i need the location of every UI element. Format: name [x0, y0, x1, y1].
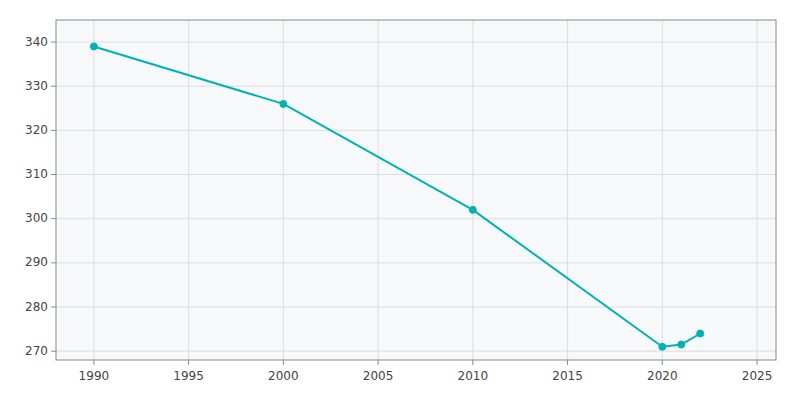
- chart-container: 270 280 290 300 310 320 330 340 1990 1995 2000 2005…: [0, 0, 800, 400]
- grid-line-x: [93, 20, 94, 360]
- tick-mark-x: [188, 360, 189, 365]
- point-marker: [280, 100, 287, 107]
- axes: 270 280 290 300 310 320 330 340 1990 1995 2000 2005…: [25, 20, 776, 383]
- grid-line-y: [56, 262, 776, 263]
- tick-label-x: 2020: [647, 369, 678, 383]
- grid-line-y: [56, 218, 776, 219]
- tick-label-y: 280: [25, 300, 48, 314]
- grid-line-y: [56, 86, 776, 87]
- tick-label-y: 270: [25, 344, 48, 358]
- tick-mark-y: [51, 218, 56, 219]
- tick-label-y: 340: [25, 35, 48, 49]
- point-marker: [659, 343, 666, 350]
- tick-mark-x: [93, 360, 94, 365]
- plot-background: [56, 20, 776, 360]
- grid-line-y: [56, 130, 776, 131]
- chart-svg: 270 280 290 300 310 320 330 340 1990 1995 2000 2005…: [0, 0, 800, 400]
- tick-mark-y: [51, 351, 56, 352]
- tick-label-y: 320: [25, 123, 48, 137]
- grid-line-x: [283, 20, 284, 360]
- line: [94, 46, 700, 346]
- grid-line-y: [56, 307, 776, 308]
- tick-mark-y: [51, 307, 56, 308]
- grid-line-x: [567, 20, 568, 360]
- tick-label-y: 310: [25, 167, 48, 181]
- tick-label-x: 1995: [173, 369, 204, 383]
- tick-mark-x: [283, 360, 284, 365]
- tick-label-y: 300: [25, 211, 48, 225]
- tick-label-x: 2015: [552, 369, 583, 383]
- point-marker: [469, 206, 476, 213]
- grid-line-x: [472, 20, 473, 360]
- grid: [56, 20, 776, 360]
- tick-mark-y: [51, 262, 56, 263]
- point-marker: [697, 330, 704, 337]
- point-marker: [90, 43, 97, 50]
- tick-mark-x: [472, 360, 473, 365]
- tick-mark-x: [378, 360, 379, 365]
- series: [90, 43, 703, 350]
- tick-label-x: 1990: [79, 369, 110, 383]
- grid-line-x: [662, 20, 663, 360]
- tick-label-y: 330: [25, 79, 48, 93]
- tick-label-x: 2010: [458, 369, 489, 383]
- tick-label-x: 2025: [742, 369, 773, 383]
- tick-mark-y: [51, 130, 56, 131]
- tick-mark-x: [757, 360, 758, 365]
- plot-frame: [56, 20, 776, 360]
- tick-mark-y: [51, 174, 56, 175]
- grid-line-x: [757, 20, 758, 360]
- tick-mark-y: [51, 42, 56, 43]
- grid-line-y: [56, 174, 776, 175]
- grid-line-x: [378, 20, 379, 360]
- tick-mark-x: [662, 360, 663, 365]
- tick-label-x: 2000: [268, 369, 299, 383]
- tick-label-x: 2005: [363, 369, 394, 383]
- grid-line-x: [188, 20, 189, 360]
- grid-line-y: [56, 351, 776, 352]
- tick-mark-y: [51, 86, 56, 87]
- point-marker: [678, 341, 685, 348]
- tick-label-y: 290: [25, 255, 48, 269]
- grid-line-y: [56, 42, 776, 43]
- tick-mark-x: [567, 360, 568, 365]
